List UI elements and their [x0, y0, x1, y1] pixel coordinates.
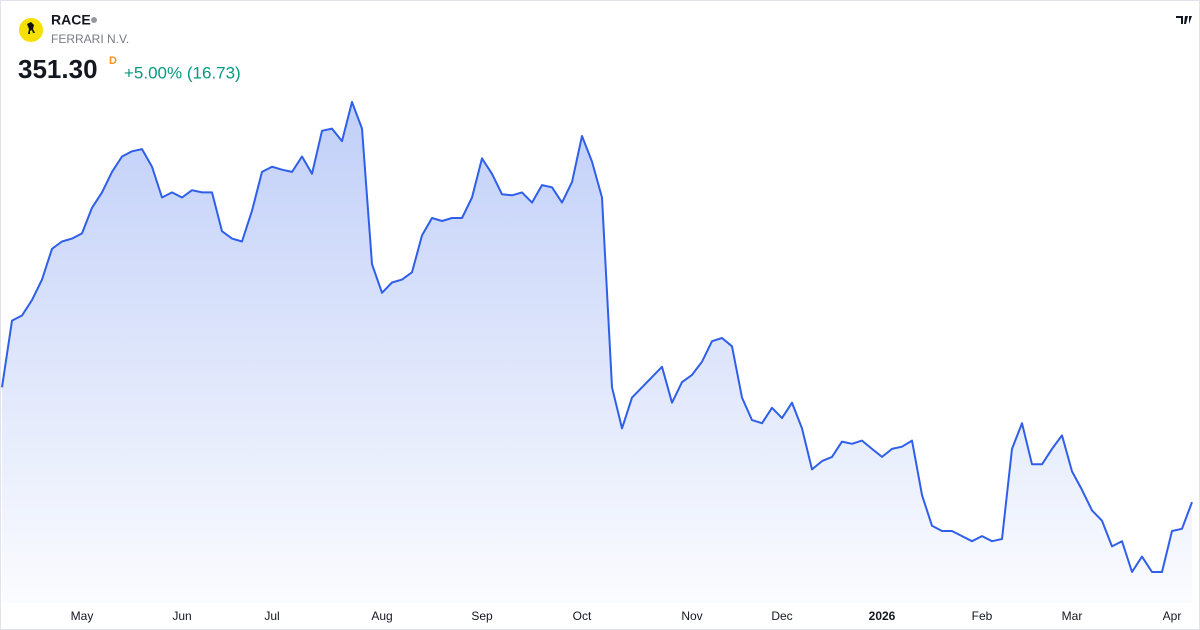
- price-flag: D: [109, 55, 117, 67]
- tv-logo: [1176, 16, 1192, 24]
- x-tick-label: Mar: [1062, 609, 1083, 623]
- x-tick-label: Sep: [471, 609, 493, 623]
- x-tick-label: May: [71, 609, 94, 623]
- status-dot: [91, 17, 97, 23]
- x-tick-label: Aug: [371, 609, 392, 623]
- x-tick-label: Oct: [573, 609, 592, 623]
- logo-horse: [27, 22, 35, 34]
- x-tick-label: Feb: [972, 609, 993, 623]
- x-tick-label: Nov: [681, 609, 702, 623]
- area-fill: [2, 102, 1192, 603]
- price-change: +5.00% (16.73): [124, 63, 241, 82]
- company-name: FERRARI N.V.: [51, 32, 129, 46]
- price-line: [1, 101, 1193, 573]
- x-tick-label: Apr: [1163, 609, 1182, 623]
- x-tick-label: Jun: [172, 609, 191, 623]
- price: 351.30: [18, 54, 98, 84]
- plot: [1, 101, 1193, 603]
- x-tick-label: 2026: [869, 609, 896, 623]
- x-tick-label: Jul: [264, 609, 279, 623]
- symbol: RACE: [51, 12, 91, 28]
- x-tick-label: Dec: [771, 609, 792, 623]
